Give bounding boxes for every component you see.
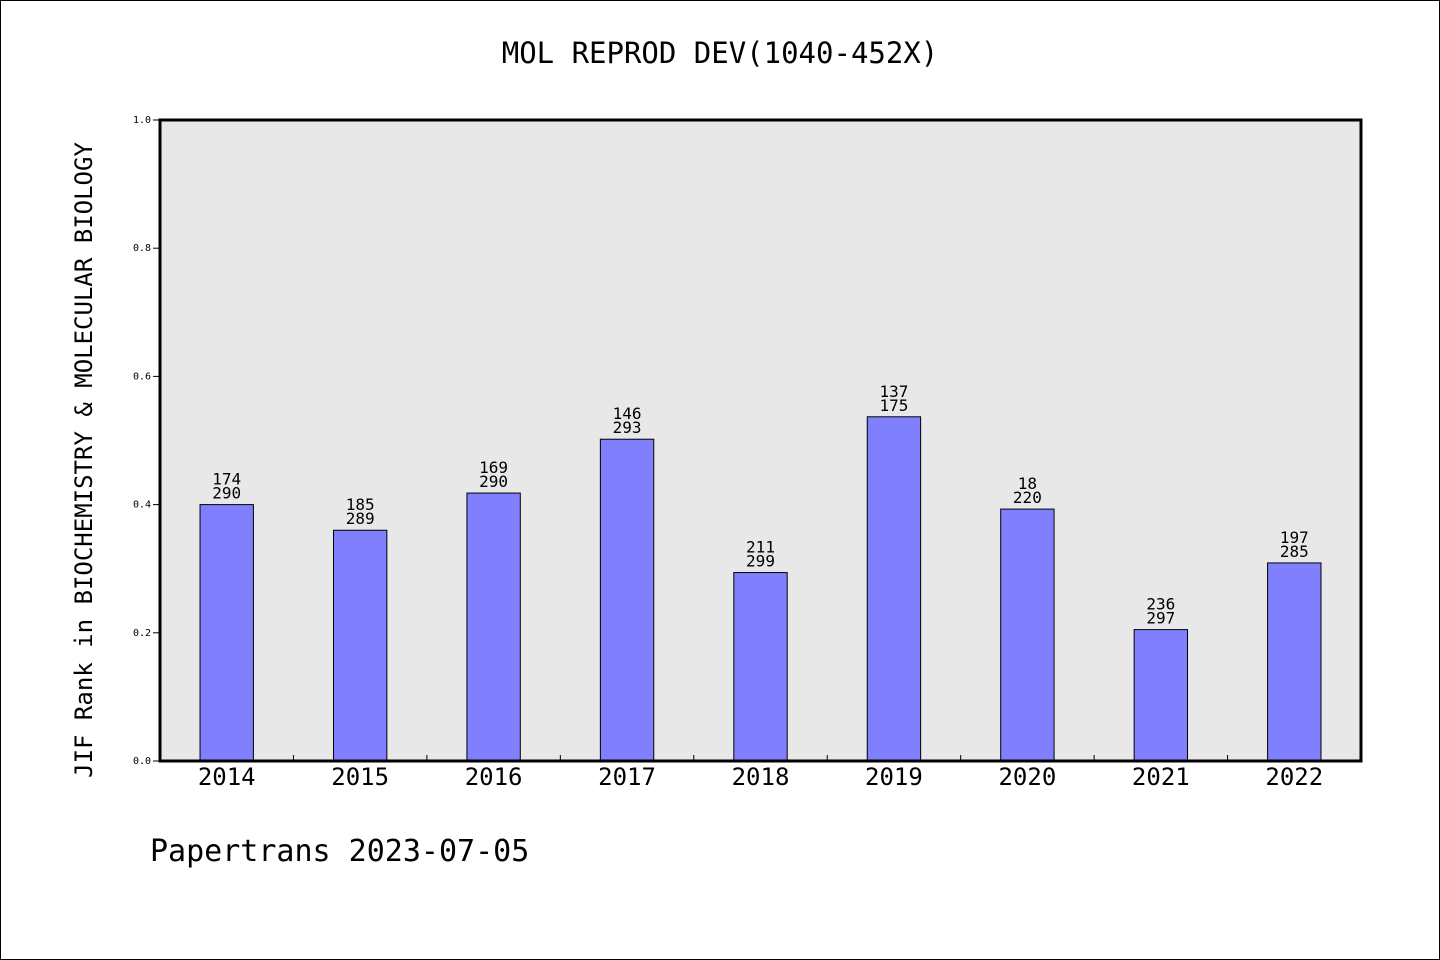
x-tick-label: 2019 (865, 763, 923, 791)
bar-rank-label: 211 (746, 538, 775, 557)
y-tick-label: 0.8 (133, 243, 151, 254)
bar-rank-label: 185 (346, 495, 375, 514)
bar-total-label: 290 (479, 472, 508, 491)
bar-2022 (1267, 562, 1322, 762)
bar-2021 (1133, 629, 1189, 762)
x-axis: 2014 2015 2016 2017 2018 2019 2020 2021 2022 (198, 755, 1323, 791)
bar-total-label: 299 (746, 552, 775, 571)
bar-rank-label: 174 (212, 470, 241, 489)
bar-total-label: 289 (346, 509, 375, 528)
data-labels: 1742901852891692901462932112991371751822… (212, 382, 1308, 628)
bar-total-label: 285 (1280, 542, 1309, 561)
y-axis-label: JIF Rank in BIOCHEMISTRY & MOLECULAR BIO… (70, 142, 98, 778)
bar-2017 (599, 438, 655, 762)
plot-border (158, 118, 1363, 763)
bar-rank-label: 137 (879, 382, 908, 401)
y-tick-label: 0.6 (133, 371, 151, 382)
bar-rank-label: 18 (1018, 474, 1037, 493)
bar-rank-label: 146 (613, 404, 642, 423)
bar-2020 (1000, 508, 1055, 762)
y-tick-label: 1.0 (133, 115, 151, 126)
y-tick-label: 0.4 (133, 500, 151, 511)
bar-rank-label: 236 (1146, 595, 1175, 614)
bars (199, 416, 1322, 762)
bar-total-label: 297 (1146, 609, 1175, 628)
x-tick-label: 2021 (1132, 763, 1190, 791)
x-tick-label: 2018 (732, 763, 790, 791)
y-axis: 0.0 0.2 0.4 0.6 0.8 1.0 (133, 115, 160, 767)
bar-2014 (199, 504, 254, 762)
x-tick-label: 2022 (1265, 763, 1323, 791)
x-tick-label: 2016 (465, 763, 523, 791)
bar-total-label: 293 (613, 418, 642, 437)
bar-2019 (866, 416, 922, 762)
bar-total-label: 175 (879, 396, 908, 415)
chart-title: MOL REPROD DEV(1040-452X) (501, 36, 939, 70)
bar-total-label: 290 (212, 484, 241, 503)
footer-text: Papertrans 2023-07-05 (150, 834, 530, 869)
y-tick-label: 0.2 (133, 628, 151, 639)
x-tick-label: 2015 (331, 763, 389, 791)
y-tick-label: 0.0 (133, 756, 151, 767)
bar-total-label: 220 (1013, 488, 1042, 507)
bar-2018 (733, 572, 788, 762)
bar-2015 (332, 529, 388, 762)
bar-2016 (466, 492, 521, 762)
bar-rank-label: 169 (479, 458, 508, 477)
x-tick-label: 2020 (998, 763, 1056, 791)
bar-rank-label: 197 (1280, 528, 1309, 547)
x-tick-label: 2014 (198, 763, 256, 791)
x-tick-label: 2017 (598, 763, 656, 791)
